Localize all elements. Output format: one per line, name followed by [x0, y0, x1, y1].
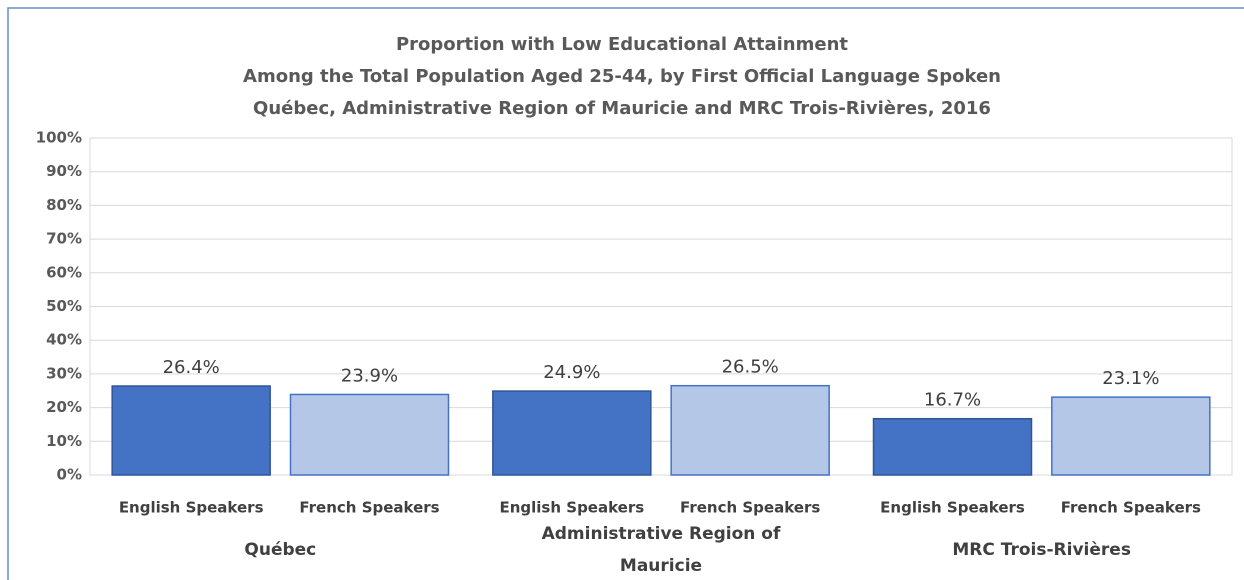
plot-border — [89, 137, 1233, 476]
y-tick-label: 0% — [57, 466, 82, 484]
y-tick-label: 80% — [46, 196, 82, 214]
series-label: French Speakers — [680, 499, 820, 517]
y-tick-label: 50% — [46, 297, 82, 315]
bar — [1051, 396, 1211, 476]
data-label: 23.1% — [1102, 368, 1159, 389]
series-label: English Speakers — [880, 499, 1025, 517]
chart-title: Proportion with Low Educational Attainme… — [396, 34, 848, 55]
data-label: 16.7% — [924, 390, 981, 411]
group-label: Québec — [244, 540, 317, 560]
bar — [492, 390, 652, 476]
chart-title: Among the Total Population Aged 25-44, b… — [243, 66, 1001, 87]
series-label: French Speakers — [1061, 499, 1201, 517]
y-tick-label: 30% — [46, 364, 82, 382]
series-label: English Speakers — [499, 499, 644, 517]
data-label: 24.9% — [543, 362, 600, 383]
y-tick-label: 70% — [46, 230, 82, 248]
y-tick-label: 100% — [36, 129, 82, 147]
y-tick-label: 90% — [46, 162, 82, 180]
group-label: MRC Trois-Rivières — [952, 540, 1131, 560]
chart-border — [7, 7, 1244, 580]
y-tick-label: 10% — [46, 432, 82, 450]
series-label: English Speakers — [119, 499, 264, 517]
bar — [872, 417, 1033, 476]
y-tick-label: 40% — [46, 331, 82, 349]
bar — [111, 385, 271, 476]
chart-title: Québec, Administrative Region of Maurici… — [253, 98, 991, 119]
bar — [670, 384, 830, 476]
group-label: Administrative Region of Mauricie — [541, 524, 781, 576]
y-tick-label: 60% — [46, 263, 82, 281]
y-tick-label: 20% — [46, 398, 82, 416]
data-label: 26.5% — [722, 357, 779, 378]
data-label: 23.9% — [341, 365, 398, 386]
series-label: French Speakers — [299, 499, 439, 517]
data-label: 26.4% — [163, 357, 220, 378]
bar — [289, 393, 450, 476]
